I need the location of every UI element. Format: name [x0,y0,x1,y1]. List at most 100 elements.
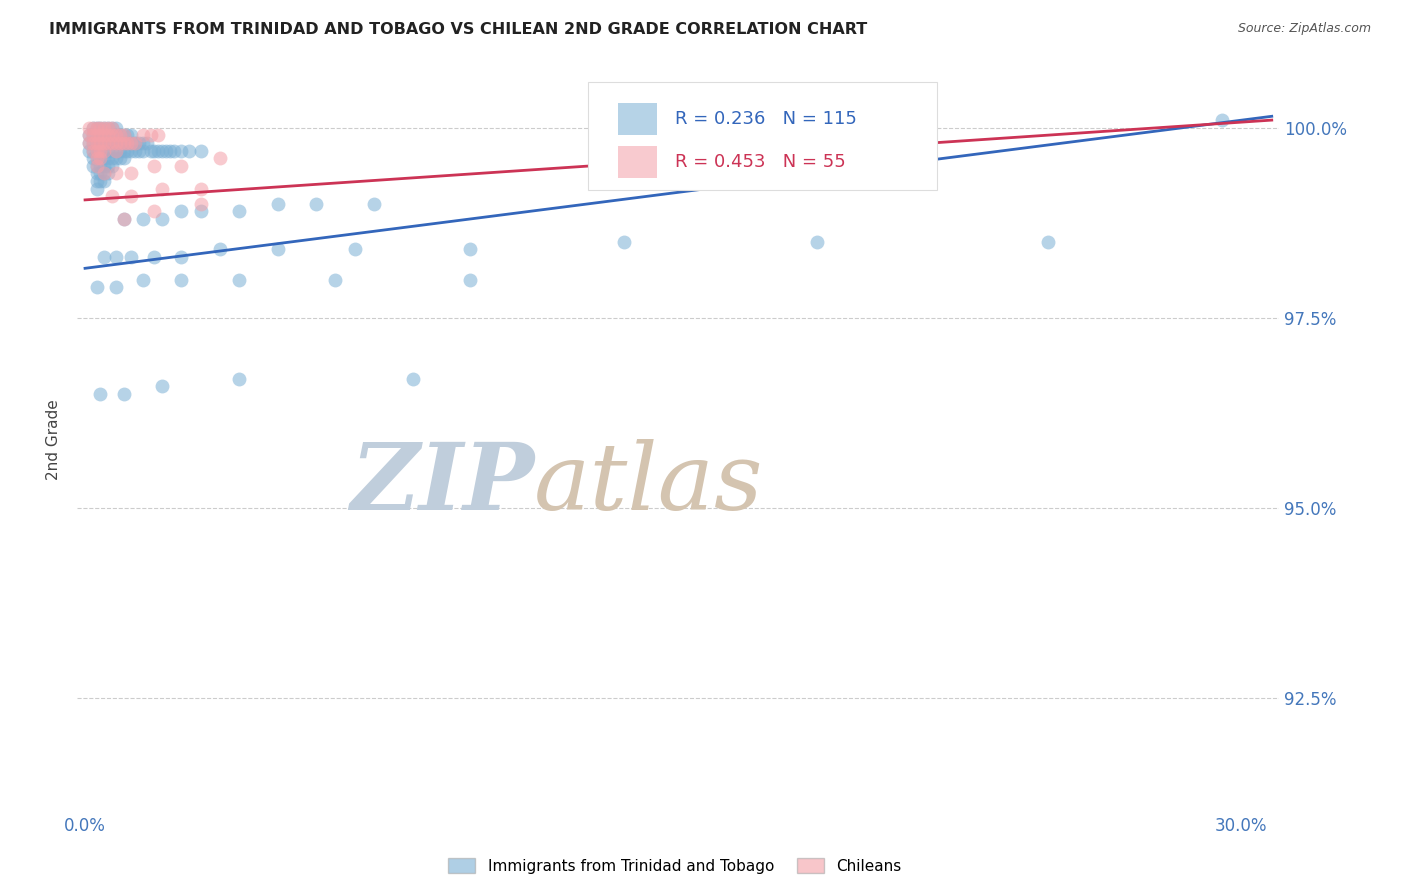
Point [104,166,127,180]
Point [82,144,104,158]
Point [97,159,120,173]
Point [86,120,108,135]
Point [93,128,115,143]
Point [190,181,212,195]
Point [97,128,120,143]
Point [97,144,120,158]
Point [139,128,162,143]
Point [89,136,111,150]
Point [104,250,127,264]
Point [86,128,108,143]
Point [93,159,115,173]
Point [845,113,868,128]
Point [132,128,155,143]
Point [97,136,120,150]
Point [267,196,290,211]
Point [150,144,173,158]
Point [343,242,366,256]
Point [82,151,104,165]
Point [128,136,150,150]
Point [77,120,100,135]
Point [97,120,120,135]
Point [89,144,111,158]
Point [112,386,135,401]
Point [101,136,124,150]
Point [124,144,146,158]
Point [124,136,146,150]
Point [143,204,166,219]
Point [170,159,193,173]
Point [86,144,108,158]
Point [82,128,104,143]
Point [97,151,120,165]
Point [86,181,108,195]
Point [86,136,108,150]
Point [208,151,231,165]
Text: R = 0.453   N = 55: R = 0.453 N = 55 [675,153,845,171]
Point [93,166,115,180]
Point [93,120,115,135]
Point [101,144,124,158]
Point [93,166,115,180]
Point [82,136,104,150]
Point [108,136,131,150]
Point [363,196,385,211]
Point [86,151,108,165]
Point [1211,113,1233,128]
Point [806,235,828,249]
Point [170,204,193,219]
Point [401,371,423,385]
Point [93,250,115,264]
Point [1038,235,1060,249]
Text: Source: ZipAtlas.com: Source: ZipAtlas.com [1237,22,1371,36]
Point [170,273,193,287]
Point [117,136,139,150]
Point [143,159,166,173]
Point [108,128,131,143]
Point [101,120,124,135]
Text: atlas: atlas [534,439,763,529]
Point [228,204,250,219]
Point [101,151,124,165]
Point [120,144,142,158]
Point [86,166,108,180]
Point [82,144,104,158]
Point [128,144,150,158]
Point [86,159,108,173]
Point [86,144,108,158]
Point [112,128,135,143]
Point [112,136,135,150]
Point [150,211,173,226]
Point [89,159,111,173]
Point [86,174,108,188]
Point [112,144,135,158]
Point [77,128,100,143]
Point [97,136,120,150]
Point [89,166,111,180]
Point [77,136,100,150]
Point [108,136,131,150]
Point [143,144,166,158]
Point [89,128,111,143]
Point [77,136,100,150]
Text: ZIP: ZIP [350,439,534,529]
Point [120,250,142,264]
Point [613,235,636,249]
Point [112,128,135,143]
Point [120,166,142,180]
Point [190,204,212,219]
Point [143,250,166,264]
Point [177,144,200,158]
Point [120,136,142,150]
Point [117,144,139,158]
Point [132,273,155,287]
Point [82,120,104,135]
Point [93,174,115,188]
Point [86,280,108,294]
Point [101,128,124,143]
Point [120,128,142,143]
Point [460,273,482,287]
Point [93,151,115,165]
Point [124,136,146,150]
Point [101,120,124,135]
